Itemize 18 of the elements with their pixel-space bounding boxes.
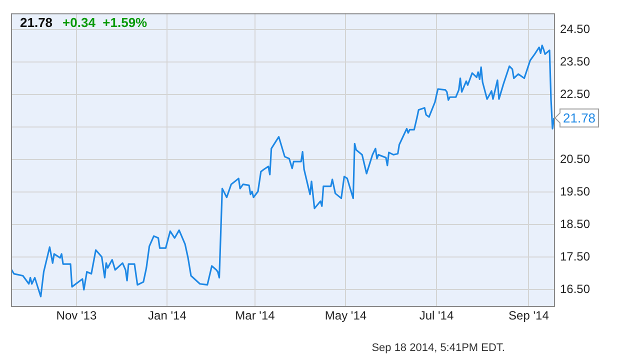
x-tick-label: Sep '14	[508, 308, 550, 323]
y-tick-label: 23.50	[560, 54, 590, 68]
y-tick-label: 22.50	[560, 86, 590, 101]
x-tick-label: May '14	[324, 308, 367, 323]
chart-subtitle: +0.34 +1.59%	[62, 15, 148, 30]
chart-title: 21.78	[20, 15, 53, 30]
x-tick-label: Mar '14	[235, 308, 276, 323]
x-tick-label: Jan '14	[148, 308, 187, 323]
y-tick-label: 20.50	[560, 152, 590, 166]
y-tick-label: 19.50	[560, 184, 590, 198]
annotation: 21.78	[563, 110, 596, 126]
y-tick-label: 17.50	[560, 250, 590, 264]
y-tick-label: 16.50	[560, 282, 590, 296]
x-tick-label: Jul '14	[419, 308, 454, 323]
y-tick-label: 18.50	[560, 216, 590, 231]
text: Sep 18 2014, 5:41PM EDT.	[372, 342, 505, 354]
x-tick-label: Nov '13	[56, 308, 97, 323]
y-tick-label: 24.50	[560, 22, 590, 36]
